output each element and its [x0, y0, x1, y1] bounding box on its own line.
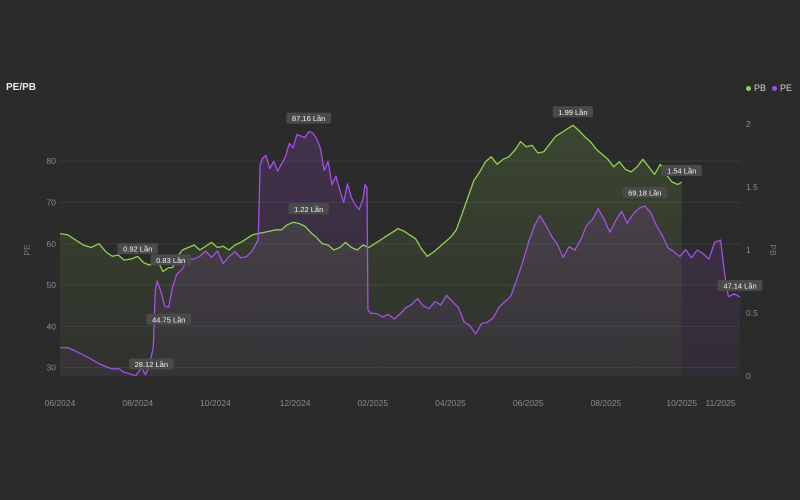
- annotation-label: 87.16 Lần: [286, 112, 332, 124]
- x-tick-label: 08/2024: [122, 398, 153, 408]
- pe-legend-dot-icon: [771, 85, 777, 91]
- legend-item-pe[interactable]: PE: [771, 83, 792, 93]
- x-tick-label: 12/2024: [280, 398, 311, 408]
- y-right-tick-label: 0.5: [746, 308, 758, 318]
- y-right-tick-label: 1: [746, 245, 751, 255]
- pe-area: [60, 131, 740, 376]
- annotation-text: 1.99 Lần: [558, 108, 587, 117]
- x-tick-label: 06/2025: [513, 398, 544, 408]
- annotation-box: [128, 358, 174, 370]
- annotation-box: [146, 313, 192, 325]
- x-tick-label: 11/2025: [706, 398, 736, 408]
- legend-label-pe: PE: [779, 83, 792, 93]
- x-tick-label: 04/2025: [435, 398, 466, 408]
- annotation-text: 1.54 Lần: [667, 166, 696, 175]
- annotation-box: [286, 112, 332, 124]
- legend: PB PE: [745, 83, 792, 93]
- annotation-text: 1.22 Lần: [294, 205, 323, 214]
- annotation-box: [288, 203, 329, 215]
- annotation-label: 28.12 Lần: [128, 358, 174, 370]
- y-axis-left-label: PE: [22, 244, 32, 256]
- annotation-text: 0.92 Lần: [123, 245, 152, 254]
- annotation-label: 69.18 Lần: [622, 186, 668, 198]
- annotation-box: [717, 279, 763, 291]
- annotation-box: [150, 254, 191, 266]
- annotation-text: 69.18 Lần: [628, 188, 661, 197]
- annotation-label: 44.75 Lần: [146, 313, 192, 325]
- y-left-tick-label: 60: [47, 239, 57, 249]
- annotation-text: 44.75 Lần: [152, 315, 185, 324]
- annotation-label: 0.92 Lần: [117, 243, 158, 255]
- annotation-label: 47.14 Lần: [717, 279, 763, 291]
- legend-label-pb: PB: [753, 83, 766, 93]
- x-tick-label: 08/2025: [591, 398, 622, 408]
- chart-title: PE/PB: [6, 82, 37, 93]
- annotation-label: 0.83 Lần: [150, 254, 191, 266]
- y-left-tick-label: 80: [47, 156, 57, 166]
- x-tick-label: 02/2025: [357, 398, 388, 408]
- annotation-text: 28.12 Lần: [135, 360, 168, 369]
- x-tick-label: 10/2025: [666, 398, 697, 408]
- annotation-text: 47.14 Lần: [723, 281, 756, 290]
- annotation-label: 1.22 Lần: [288, 203, 329, 215]
- y-left-tick-label: 70: [47, 197, 57, 207]
- annotation-box: [661, 164, 702, 176]
- y-left-tick-label: 40: [47, 321, 57, 331]
- x-tick-label: 06/2024: [45, 398, 76, 408]
- pe-series-line: [59, 130, 741, 377]
- y-left-tick-label: 30: [47, 363, 57, 373]
- annotation-label: 1.54 Lần: [661, 164, 702, 176]
- annotation-box: [622, 186, 668, 198]
- legend-item-pb[interactable]: PB: [745, 83, 766, 93]
- pb-legend-dot-icon: [745, 85, 751, 91]
- y-axis-right-label: PB: [768, 244, 778, 256]
- annotation-text: 87.16 Lần: [292, 114, 325, 123]
- x-tick-label: 10/2024: [200, 398, 231, 408]
- y-left-tick-label: 50: [47, 280, 57, 290]
- annotation-box: [552, 106, 594, 118]
- y-right-tick-label: 0: [746, 371, 751, 381]
- annotation-label: 1.99 Lần: [552, 106, 594, 118]
- annotation-text: 0.83 Lần: [156, 256, 185, 265]
- y-right-tick-label: 2: [746, 119, 751, 129]
- annotation-box: [117, 243, 158, 255]
- y-right-tick-label: 1.5: [746, 182, 758, 192]
